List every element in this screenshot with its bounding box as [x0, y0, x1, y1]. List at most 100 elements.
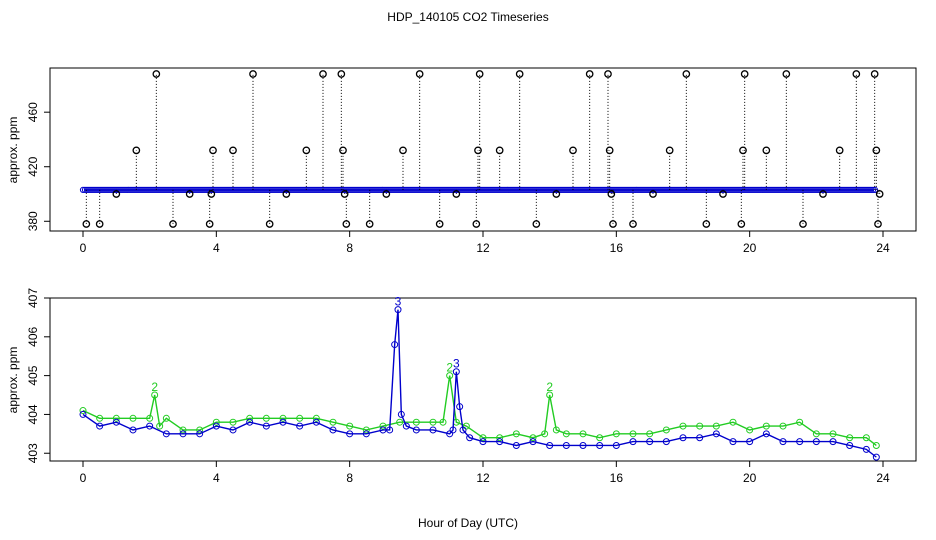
bottom-point: [872, 441, 880, 449]
top-baseline-point: [453, 186, 461, 194]
top-baseline-point: [99, 186, 107, 194]
top-baseline-point: [451, 186, 459, 194]
bottom-x-tick-label: 20: [743, 471, 757, 485]
top-baseline-point: [291, 186, 299, 194]
top-baseline-point: [837, 186, 845, 194]
top-baseline-point: [423, 186, 431, 194]
bottom-point: [262, 414, 270, 422]
top-baseline-point: [715, 186, 723, 194]
top-baseline-point: [567, 186, 575, 194]
top-baseline-point: [777, 186, 785, 194]
top-baseline-point: [491, 186, 499, 194]
bottom-point: [479, 434, 487, 442]
top-baseline-point: [677, 186, 685, 194]
top-spike-point: [132, 146, 141, 155]
bottom-series-label: 2: [446, 361, 453, 375]
top-spike-point: [342, 220, 351, 228]
top-baseline-point: [683, 186, 691, 194]
top-baseline-point: [217, 186, 225, 194]
bottom-point: [512, 441, 520, 449]
top-baseline-point: [791, 186, 799, 194]
bottom-y-tick-label: 405: [26, 365, 40, 385]
top-baseline-point: [853, 186, 861, 194]
bottom-series-line: [82, 375, 877, 447]
top-baseline-point: [787, 186, 795, 194]
bottom-point: [496, 438, 504, 446]
top-baseline-point: [133, 186, 141, 194]
top-baseline-point: [577, 186, 585, 194]
top-baseline-point: [91, 186, 99, 194]
top-baseline-point: [689, 186, 697, 194]
top-baseline-point: [269, 186, 277, 194]
bottom-point: [79, 407, 87, 415]
bottom-series-label: 3: [395, 295, 402, 309]
top-baseline-point: [153, 186, 161, 194]
top-spike-point: [169, 220, 177, 228]
top-baseline-point: [697, 186, 705, 194]
top-baseline-point: [469, 186, 477, 194]
top-baseline-point: [251, 186, 259, 194]
top-baseline-point: [425, 186, 433, 194]
bottom-point: [546, 441, 554, 449]
top-baseline-point: [511, 186, 519, 194]
top-baseline-point: [463, 186, 471, 194]
top-baseline-point: [687, 186, 695, 194]
top-baseline-point: [175, 186, 183, 194]
top-baseline-point: [397, 186, 405, 194]
top-baseline-point: [459, 186, 467, 194]
top-baseline-point: [219, 186, 227, 194]
top-spike-point: [95, 220, 104, 228]
top-baseline-point: [537, 186, 545, 194]
bottom-point: [312, 414, 320, 422]
top-baseline-point: [143, 186, 151, 194]
top-baseline-point: [235, 186, 243, 194]
top-baseline-point: [867, 186, 875, 194]
top-spike-point: [112, 190, 121, 198]
bottom-point: [696, 422, 704, 430]
top-baseline-point: [391, 186, 399, 194]
top-baseline-point: [171, 186, 179, 194]
top-baseline-point: [679, 186, 687, 194]
top-baseline-point: [553, 186, 561, 194]
bottom-point: [459, 426, 467, 434]
top-baseline-point: [843, 186, 851, 194]
top-baseline-point: [97, 186, 105, 194]
top-baseline-point: [361, 186, 369, 194]
top-baseline-point: [667, 186, 675, 194]
top-baseline-point: [483, 186, 491, 194]
top-baseline-point: [521, 186, 529, 194]
top-baseline-point: [839, 186, 847, 194]
top-baseline-point: [845, 186, 853, 194]
top-baseline-point: [443, 186, 451, 194]
top-baseline-point: [503, 186, 511, 194]
top-spike-point: [702, 220, 711, 228]
top-baseline-point: [565, 186, 573, 194]
bottom-point: [712, 422, 720, 430]
top-baseline-point: [531, 186, 539, 194]
top-baseline-point: [639, 186, 647, 194]
top-baseline-point: [525, 186, 533, 194]
top-baseline-point: [105, 186, 113, 194]
top-baseline-point: [221, 186, 229, 194]
bottom-point: [629, 438, 637, 446]
top-baseline-point: [557, 186, 565, 194]
top-baseline-point: [307, 186, 315, 194]
top-baseline-point: [225, 186, 233, 194]
top-baseline-point: [357, 186, 365, 194]
bottom-point: [412, 418, 420, 426]
top-spike-point: [515, 70, 524, 78]
chart-title: HDP_140105 CO2 Timeseries: [387, 10, 548, 24]
top-baseline-point: [275, 186, 283, 194]
top-baseline-point: [231, 186, 239, 194]
top-baseline-point: [377, 186, 385, 194]
top-baseline-point: [645, 186, 653, 194]
bottom-point: [612, 441, 620, 449]
bottom-point: [562, 441, 570, 449]
top-baseline-point: [365, 186, 373, 194]
top-spike-point: [265, 220, 274, 228]
top-baseline-point: [253, 186, 261, 194]
bottom-point: [796, 418, 804, 426]
top-baseline-point: [641, 186, 649, 194]
top-baseline-point: [527, 186, 535, 194]
bottom-series-label: 2: [151, 380, 158, 394]
